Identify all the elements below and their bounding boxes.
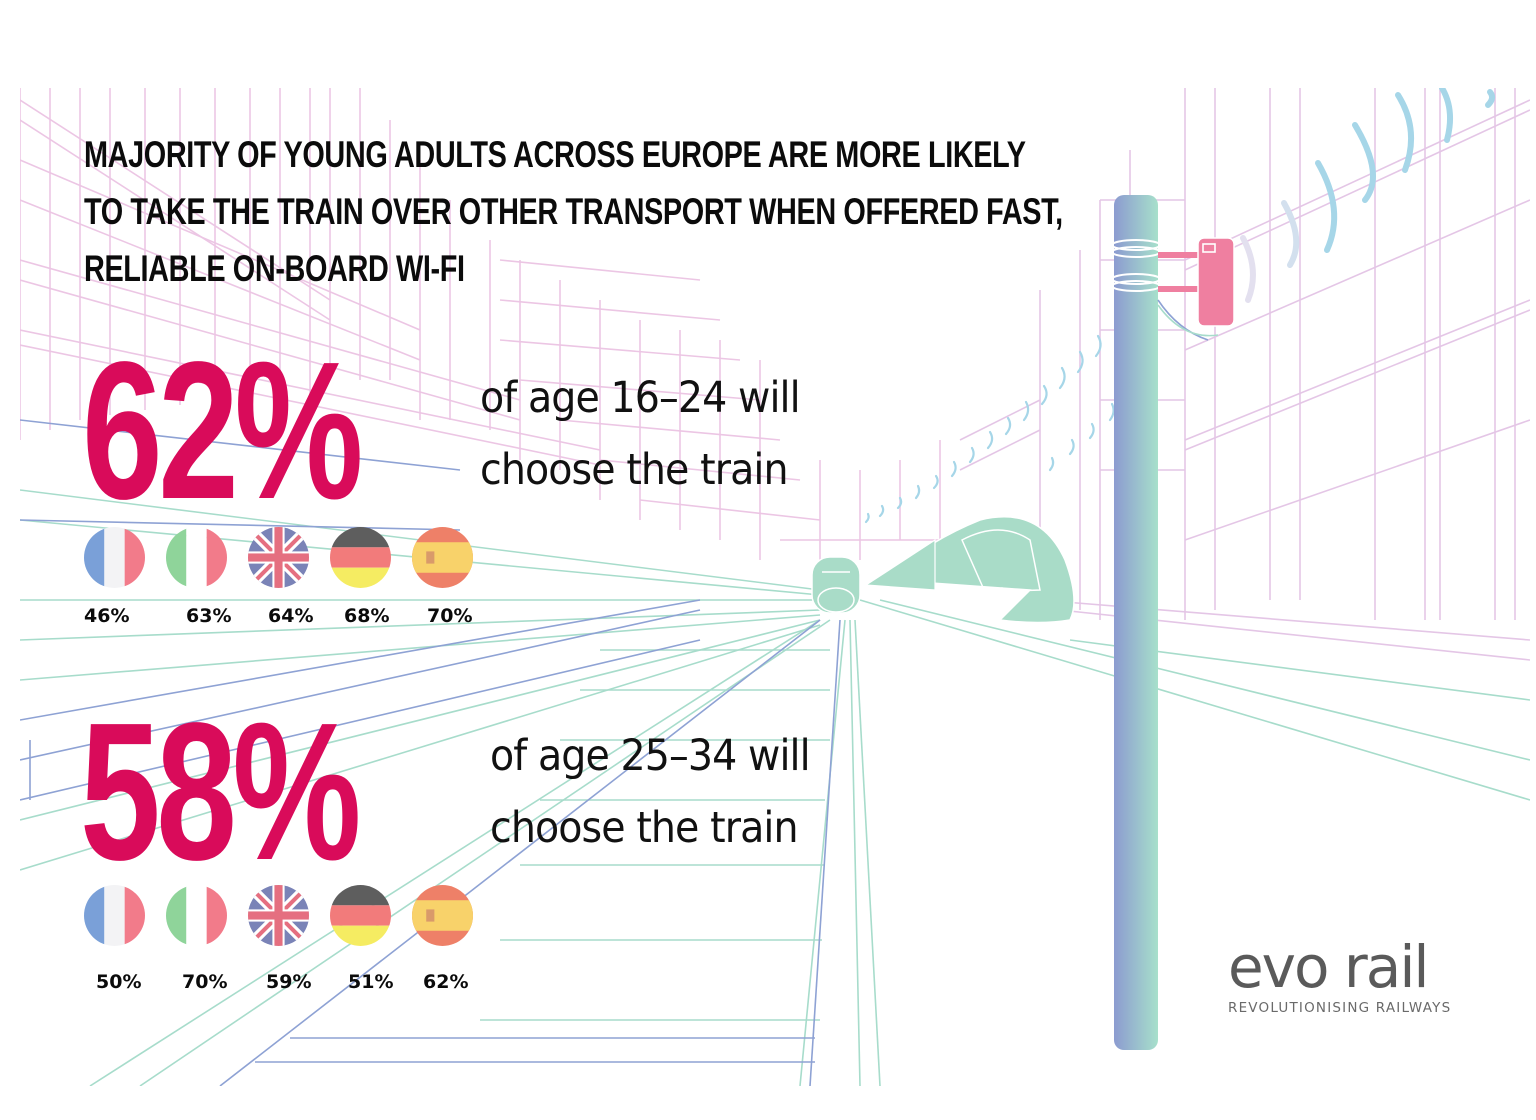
stat-25-34-desc-line-1: of age 25–34 will — [490, 731, 811, 781]
spain-flag-icon — [412, 527, 473, 588]
france-flag-icon — [84, 527, 145, 588]
germany-value: 51% — [348, 971, 394, 993]
uk-flag-icon — [248, 885, 309, 946]
italy-flag-icon — [166, 885, 227, 946]
logo-wordmark: evo rail — [1228, 933, 1430, 1001]
headline-line-1: MAJORITY OF YOUNG ADULTS ACROSS EUROPE A… — [84, 134, 1026, 175]
stat-16-24-description: of age 16–24 will choose the train — [480, 362, 801, 506]
spain-value: 62% — [423, 971, 469, 993]
italy-value: 63% — [186, 605, 232, 627]
spain-value: 70% — [427, 605, 473, 627]
uk-flag-icon — [248, 527, 309, 588]
headline-line-2: TO TAKE THE TRAIN OVER OTHER TRANSPORT W… — [84, 191, 1063, 232]
france-value: 50% — [96, 971, 142, 993]
logo-tagline: REVOLUTIONISING RAILWAYS — [1228, 1000, 1452, 1016]
italy-value: 70% — [182, 971, 228, 993]
stat-25-34-flags — [84, 885, 494, 946]
uk-value: 64% — [268, 605, 314, 627]
stat-16-24-desc-line-2: choose the train — [480, 445, 789, 495]
germany-value: 68% — [344, 605, 390, 627]
headline-line-3: RELIABLE ON-BOARD WI-FI — [84, 248, 465, 289]
stat-25-34-description: of age 25–34 will choose the train — [490, 720, 811, 864]
train-icon — [811, 516, 1075, 624]
france-flag-icon — [84, 885, 145, 946]
stat-25-34-big-value: 58% — [80, 682, 361, 901]
germany-flag-icon — [330, 885, 391, 946]
headline: MAJORITY OF YOUNG ADULTS ACROSS EUROPE A… — [84, 126, 1063, 297]
france-value: 46% — [84, 605, 130, 627]
stat-16-24-big-value: 62% — [82, 321, 363, 540]
wifi-router-icon — [1157, 237, 1235, 341]
uk-value: 59% — [266, 971, 312, 993]
stat-16-24-desc-line-1: of age 16–24 will — [480, 373, 801, 423]
spain-flag-icon — [412, 885, 473, 946]
stat-25-34-desc-line-2: choose the train — [490, 803, 799, 853]
evo-rail-logo: evo rail REVOLUTIONISING RAILWAYS — [1228, 938, 1468, 1016]
germany-flag-icon — [330, 527, 391, 588]
stat-16-24-flags — [84, 527, 494, 588]
italy-flag-icon — [166, 527, 227, 588]
